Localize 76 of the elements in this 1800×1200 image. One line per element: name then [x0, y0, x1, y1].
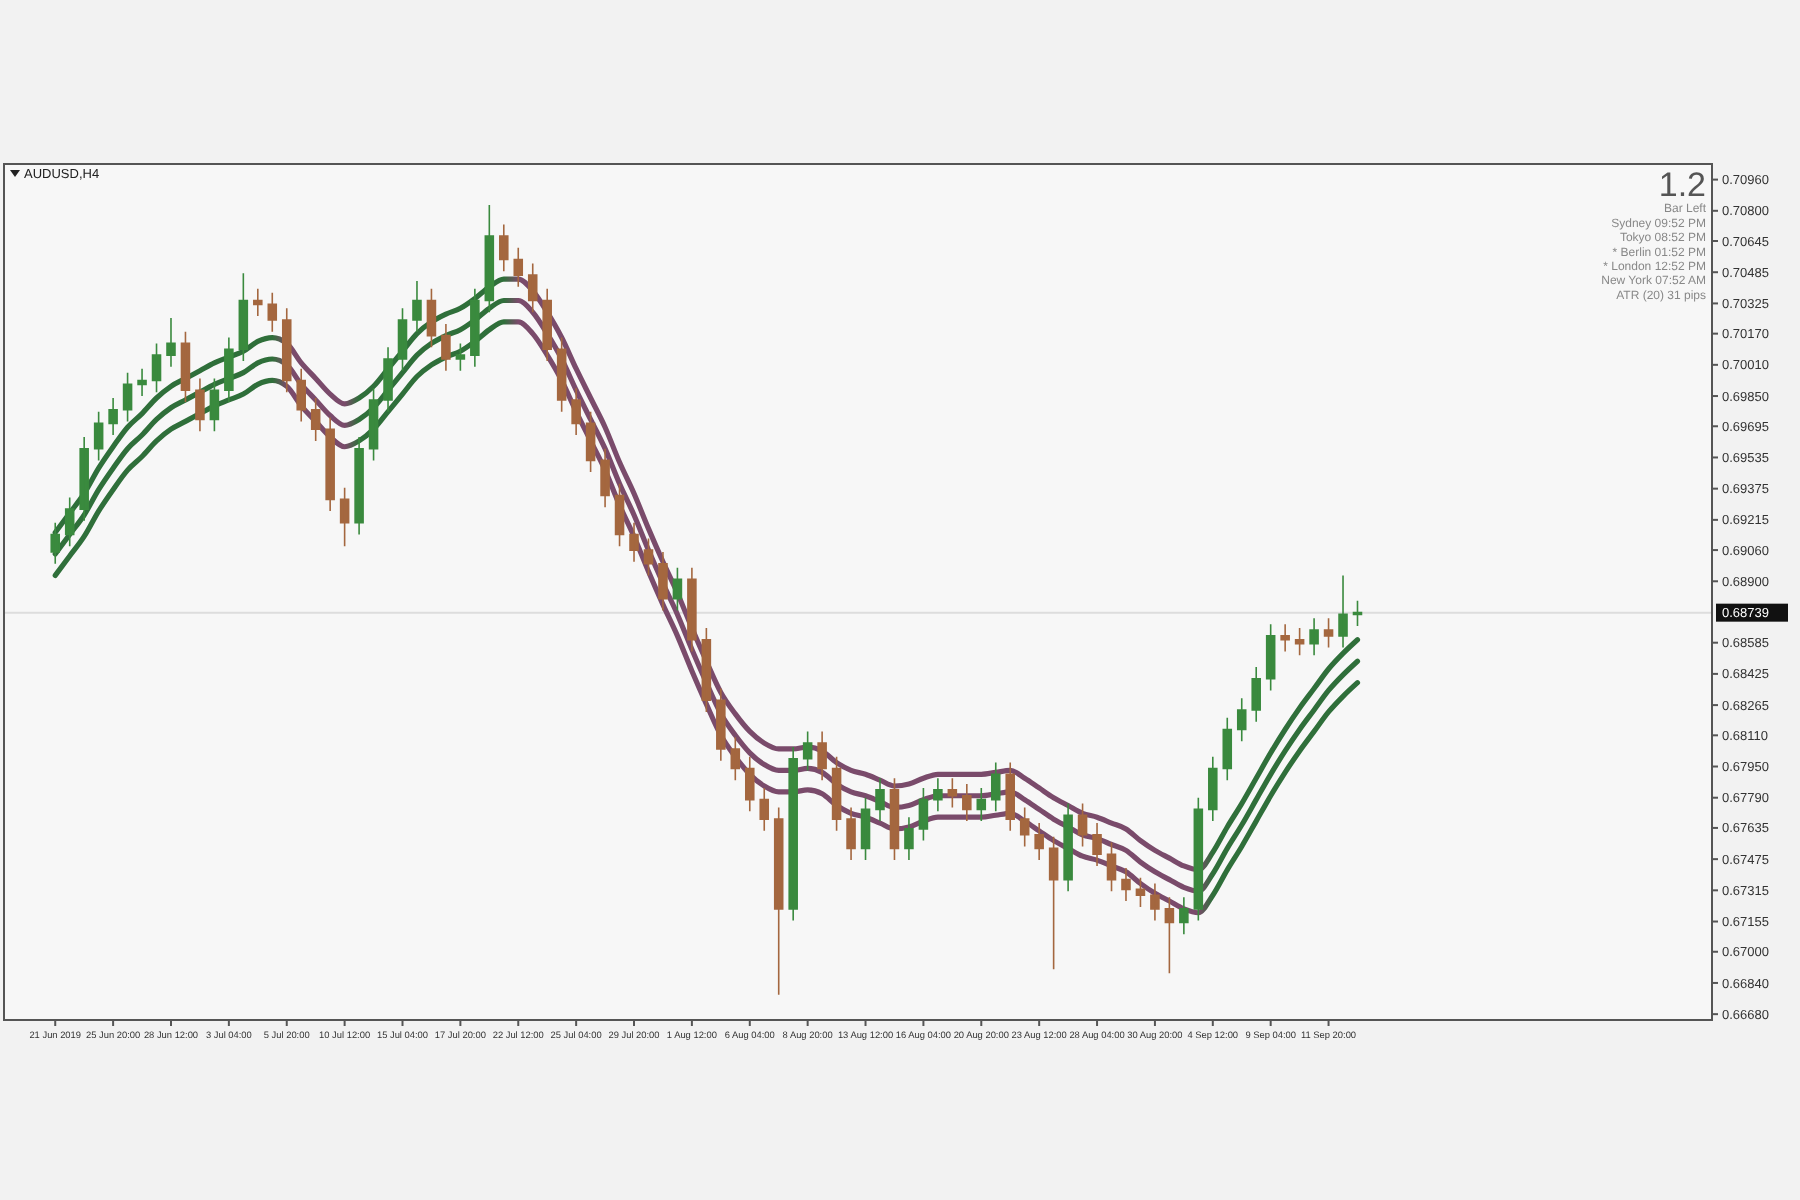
candlestick — [1280, 623, 1290, 653]
candlestick — [542, 287, 552, 362]
candlestick — [687, 566, 697, 653]
candlestick — [1352, 599, 1363, 627]
candlestick — [1092, 822, 1102, 867]
candlestick — [672, 566, 683, 612]
candlestick — [1063, 802, 1073, 893]
candlestick — [412, 280, 422, 333]
candlestick — [1236, 697, 1247, 742]
candlestick — [108, 397, 118, 436]
candlestick — [325, 416, 335, 512]
candlestick — [990, 761, 1001, 813]
candlestick — [354, 436, 364, 536]
candlestick — [1150, 882, 1160, 922]
candlestick — [383, 346, 393, 413]
candlestick — [296, 367, 306, 423]
candlestick — [513, 247, 524, 288]
candlestick — [571, 387, 581, 436]
candlestick — [1034, 822, 1044, 861]
candlestick — [339, 486, 350, 547]
candlestick — [1019, 806, 1030, 848]
candlestick — [1135, 876, 1146, 908]
candlestick — [962, 783, 972, 822]
candlestick — [976, 787, 987, 822]
candlestick — [1077, 802, 1088, 848]
candlestick — [195, 377, 205, 432]
candlestick — [79, 436, 89, 522]
candlestick — [1164, 896, 1175, 974]
candlestick — [918, 787, 929, 842]
candlestick — [1121, 867, 1131, 902]
candlestick — [744, 755, 755, 813]
candlestick — [1222, 716, 1233, 781]
candlestick — [658, 551, 668, 612]
candlestick — [904, 816, 914, 861]
candlestick — [470, 287, 480, 368]
candlestick — [802, 730, 813, 772]
candlestick — [773, 806, 784, 996]
candlestick — [947, 777, 958, 809]
candlestick — [50, 521, 61, 565]
candlestick — [1309, 617, 1319, 657]
candlestick — [1005, 761, 1016, 832]
candlestick — [846, 806, 856, 861]
candlestick — [137, 367, 147, 397]
candlestick — [253, 287, 263, 317]
candlestick — [600, 447, 610, 508]
candlestick — [716, 687, 726, 762]
candlestick — [281, 307, 292, 393]
candlestick — [310, 397, 321, 442]
candlestick — [933, 777, 943, 813]
candlestick — [397, 307, 408, 372]
candlestick — [759, 787, 770, 832]
candlestick — [64, 496, 75, 547]
candlestick — [875, 777, 885, 822]
candlestick — [629, 521, 639, 563]
candlestick — [1106, 841, 1117, 893]
candlestick — [1179, 896, 1189, 936]
candlestick — [527, 262, 538, 313]
candlestick — [1048, 835, 1059, 971]
candlestick — [441, 323, 451, 372]
candlestick — [1323, 617, 1334, 649]
candlestick — [1294, 627, 1305, 657]
candlestick — [209, 377, 220, 432]
candlestick — [817, 730, 827, 781]
candlestick — [166, 317, 176, 368]
candlestick — [224, 336, 234, 403]
candlestick — [267, 291, 278, 333]
candlestick — [788, 746, 798, 922]
candlestick — [643, 537, 654, 577]
annotation: 1.2 — [1658, 166, 1706, 204]
candlestick — [730, 736, 741, 781]
candlestick — [151, 342, 162, 393]
candlestick — [1208, 755, 1218, 822]
candlestick — [1251, 666, 1261, 723]
candlestick — [455, 342, 466, 372]
candlestick — [1338, 574, 1348, 649]
candlestick — [499, 223, 509, 273]
